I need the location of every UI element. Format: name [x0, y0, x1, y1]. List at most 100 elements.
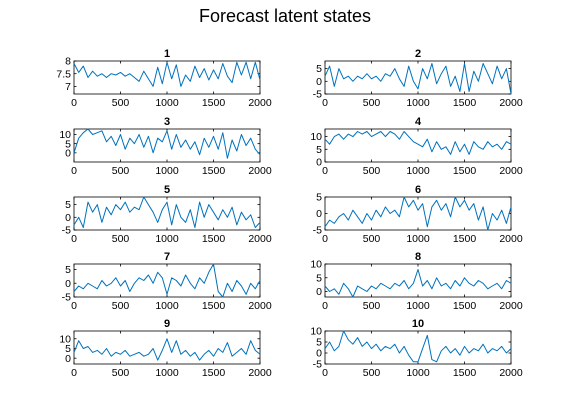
x-tick-label: 0: [71, 300, 77, 312]
series-line: [324, 269, 512, 298]
x-tick-label: 2000: [499, 165, 523, 177]
y-tick-label: -5: [62, 225, 71, 237]
y-tick-label: 10: [310, 326, 322, 338]
plot-area: [324, 330, 512, 365]
x-tick-label: 2000: [248, 367, 272, 379]
x-tick-label: 1000: [406, 300, 430, 312]
y-tick-label: 8: [65, 56, 71, 68]
subplot-title: 6: [415, 184, 421, 196]
x-tick-label: 1000: [155, 97, 179, 109]
x-tick-label: 1500: [453, 367, 477, 379]
x-tick-label: 1000: [406, 233, 430, 245]
series-line: [73, 338, 261, 361]
y-tick-label: -5: [313, 225, 322, 237]
y-tick-label: 5: [65, 343, 71, 355]
x-tick-label: 1000: [155, 367, 179, 379]
y-tick-label: -5: [62, 292, 71, 304]
y-tick-label: -5: [313, 89, 322, 101]
x-tick-label: 500: [363, 367, 381, 379]
x-tick-label: 500: [363, 233, 381, 245]
subplot-7: 70 500 1000 1500 2000-505: [62, 251, 272, 312]
x-tick-label: 2000: [499, 367, 523, 379]
x-tick-label: 1000: [155, 165, 179, 177]
y-tick-label: 0: [316, 208, 322, 220]
subplot-title: 7: [164, 251, 170, 263]
series-line: [73, 128, 261, 159]
series-line: [73, 263, 261, 298]
x-tick-label: 1500: [453, 233, 477, 245]
x-tick-label: 1500: [202, 233, 226, 245]
x-tick-label: 2000: [248, 97, 272, 109]
y-tick-label: 10: [310, 131, 322, 143]
x-tick-label: 1500: [453, 97, 477, 109]
x-tick-label: 2000: [248, 165, 272, 177]
x-tick-label: 0: [71, 367, 77, 379]
subplot-5: 50 500 1000 1500 2000-505: [62, 184, 272, 245]
x-tick-label: 2000: [248, 300, 272, 312]
series-line: [324, 63, 512, 95]
y-tick-label: 10: [59, 333, 71, 345]
x-tick-label: 2000: [499, 233, 523, 245]
y-tick-label: 0: [65, 353, 71, 365]
x-tick-label: 500: [112, 97, 130, 109]
x-tick-label: 1500: [453, 165, 477, 177]
series-line: [324, 196, 512, 231]
x-tick-label: 0: [322, 165, 328, 177]
x-tick-label: 1000: [406, 97, 430, 109]
plot-area: [324, 128, 512, 163]
y-tick-label: 5: [316, 144, 322, 156]
x-tick-label: 500: [112, 233, 130, 245]
x-tick-label: 500: [112, 165, 130, 177]
series-line: [324, 131, 512, 155]
x-tick-label: 500: [363, 97, 381, 109]
x-tick-label: 1500: [202, 367, 226, 379]
subplot-title: 2: [415, 48, 421, 60]
x-tick-label: 500: [363, 165, 381, 177]
y-tick-label: 5: [316, 192, 322, 204]
subplot-title: 5: [164, 184, 170, 196]
x-tick-label: 0: [322, 367, 328, 379]
subplot-title: 8: [415, 251, 421, 263]
x-tick-label: 2000: [248, 233, 272, 245]
y-tick-label: 0: [65, 147, 71, 159]
y-tick-label: 7: [65, 81, 71, 93]
subplot-title: 3: [164, 116, 170, 128]
x-tick-label: 1500: [453, 300, 477, 312]
subplot-1: 1 0 500 1000 1500 2000 77.58: [56, 48, 271, 109]
y-tick-label: 0: [316, 286, 322, 298]
y-tick-label: -5: [313, 359, 322, 371]
figure-title: Forecast latent states: [199, 6, 371, 26]
subplot-6: 60 500 1000 1500 2000-505: [313, 184, 523, 245]
plot-area: [73, 330, 261, 365]
x-tick-label: 0: [71, 97, 77, 109]
subplot-title: 4: [415, 116, 422, 128]
x-tick-label: 1000: [155, 300, 179, 312]
plot-area: [73, 60, 261, 95]
x-tick-label: 2000: [499, 300, 523, 312]
y-tick-label: 5: [316, 337, 322, 349]
x-tick-label: 1500: [202, 300, 226, 312]
y-tick-label: 0: [316, 348, 322, 360]
x-tick-label: 1000: [406, 165, 430, 177]
subplot-8: 8 0 500 1000 1500 2000 0 510: [310, 251, 523, 312]
series-line: [324, 330, 512, 363]
plot-area: [73, 128, 261, 163]
subplot-title: 10: [412, 318, 424, 330]
y-tick-label: 0: [65, 278, 71, 290]
y-tick-label: 5: [65, 199, 71, 211]
x-tick-label: 0: [71, 233, 77, 245]
y-tick-label: 10: [59, 129, 71, 141]
x-tick-label: 0: [322, 97, 328, 109]
x-tick-label: 2000: [499, 97, 523, 109]
subplot-title: 1: [164, 48, 170, 60]
x-tick-label: 1000: [406, 367, 430, 379]
plot-area: [324, 196, 512, 231]
series-line: [73, 196, 261, 228]
y-tick-label: 0: [65, 212, 71, 224]
